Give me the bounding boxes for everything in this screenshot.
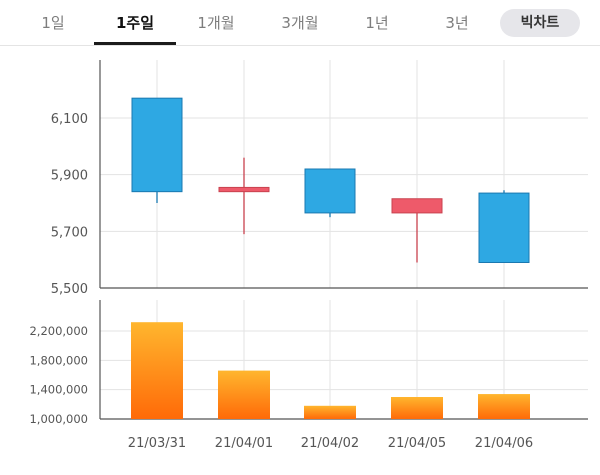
date-tick-label: 21/03/31	[128, 436, 186, 451]
tab-3-year[interactable]: 3년	[445, 14, 469, 32]
price-tick-label: 5,500	[51, 282, 88, 297]
volume-tick-label: 1,000,000	[29, 412, 88, 426]
date-tick-label: 21/04/01	[215, 436, 273, 451]
tab-1-day[interactable]: 1일	[41, 14, 65, 32]
date-tick-label: 21/04/05	[388, 436, 446, 451]
volume-bar	[131, 322, 183, 419]
volume-tick-label: 2,200,000	[29, 324, 88, 338]
active-tab-underline	[94, 42, 176, 45]
tab-1-year[interactable]: 1년	[365, 14, 389, 32]
volume-bar	[218, 370, 270, 419]
volume-bar	[478, 394, 530, 419]
tab-1-week[interactable]: 1주일	[115, 14, 155, 32]
price-tick-label: 5,900	[51, 169, 88, 184]
candle-body	[218, 186, 270, 193]
date-tick-label: 21/04/02	[301, 436, 359, 451]
candle-body	[391, 198, 443, 214]
candle-body	[478, 192, 530, 263]
candle-body	[304, 168, 356, 214]
price-tick-label: 5,700	[51, 225, 88, 240]
period-tab-bar: 1일 1주일 1개월 3개월 1년 3년 빅차트	[0, 0, 600, 46]
price-tick-label: 6,100	[51, 112, 88, 127]
volume-tick-label: 1,800,000	[29, 353, 88, 367]
date-tick-label: 21/04/06	[475, 436, 533, 451]
tab-1-month[interactable]: 1개월	[197, 14, 235, 32]
big-chart-button[interactable]: 빅차트	[500, 9, 580, 37]
candle-body	[131, 97, 183, 193]
tab-3-month[interactable]: 3개월	[281, 14, 319, 32]
volume-bar	[304, 405, 356, 419]
volume-bar	[391, 397, 443, 419]
volume-tick-label: 1,400,000	[29, 383, 88, 397]
